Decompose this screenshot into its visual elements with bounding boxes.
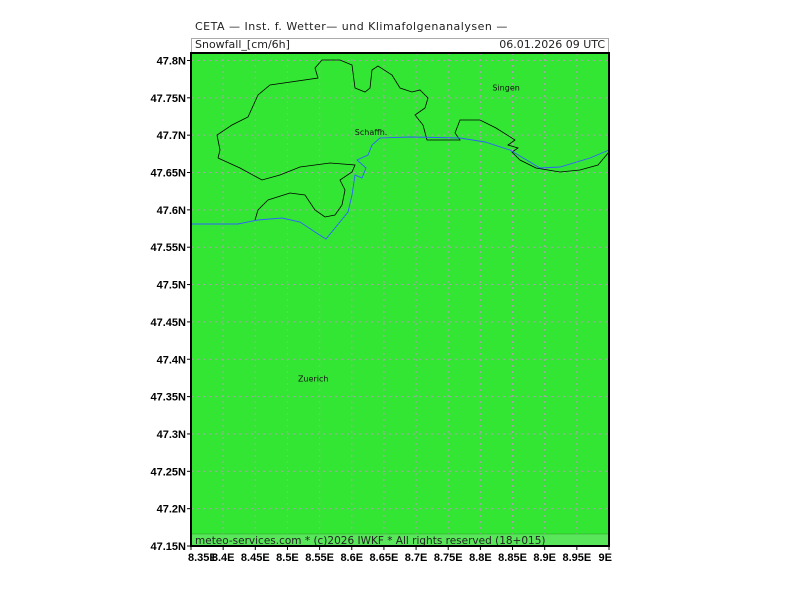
valid-time: 06.01.2026 09 UTC — [499, 38, 605, 51]
lat-tick-label: 47.25N — [151, 466, 187, 478]
lon-tick-label: 8.75E — [434, 552, 463, 564]
lat-tick-label: 47.4N — [157, 354, 186, 366]
country-border — [216, 59, 610, 173]
city-label: Zuerich — [298, 375, 328, 384]
lat-tick-label: 47.5N — [157, 280, 186, 292]
lat-tick-label: 47.6N — [157, 205, 186, 217]
grid — [191, 53, 609, 546]
map-frame — [190, 52, 610, 547]
lon-tick-label: 8.6E — [340, 552, 363, 564]
lat-tick-label: 47.7N — [157, 130, 186, 142]
map-background — [191, 53, 609, 546]
lat-tick-label: 47.45N — [151, 317, 187, 329]
lon-tick-label: 8.9E — [533, 552, 556, 564]
lat-tick-label: 47.35N — [151, 392, 187, 404]
lon-tick-label: 8.35E — [188, 552, 217, 564]
lon-tick-label: 8.65E — [370, 552, 399, 564]
lat-tick-label: 47.65N — [151, 168, 187, 180]
lon-tick-label: 9E — [599, 552, 612, 564]
lon-tick-label: 8.95E — [562, 552, 591, 564]
lat-tick-label: 47.2N — [157, 504, 186, 516]
lon-tick-label: 8.8E — [469, 552, 492, 564]
city-label: Schaffh. — [355, 128, 388, 137]
credit-text: meteo-services.com * (c)2026 IWKF * All … — [195, 535, 546, 547]
lat-tick-label: 47.3N — [157, 429, 186, 441]
lon-tick-label: 8.7E — [405, 552, 428, 564]
lon-tick-label: 8.5E — [276, 552, 299, 564]
chart-title: CETA — Inst. f. Wetter— und Klimafolgena… — [195, 20, 508, 33]
variable-label: Snowfall_[cm/6h] — [195, 38, 290, 51]
lat-tick-label: 47.55N — [151, 242, 187, 254]
city-label: Singen — [492, 83, 519, 92]
lon-tick-label: 8.4E — [212, 552, 235, 564]
lat-tick-label: 47.15N — [151, 541, 187, 553]
lat-tick-label: 47.75N — [151, 93, 187, 105]
river — [191, 136, 610, 240]
lat-tick-label: 47.8N — [157, 55, 186, 67]
lon-tick-label: 8.55E — [305, 552, 334, 564]
lon-tick-label: 8.85E — [498, 552, 527, 564]
lon-tick-label: 8.45E — [241, 552, 270, 564]
country-border — [217, 157, 356, 221]
